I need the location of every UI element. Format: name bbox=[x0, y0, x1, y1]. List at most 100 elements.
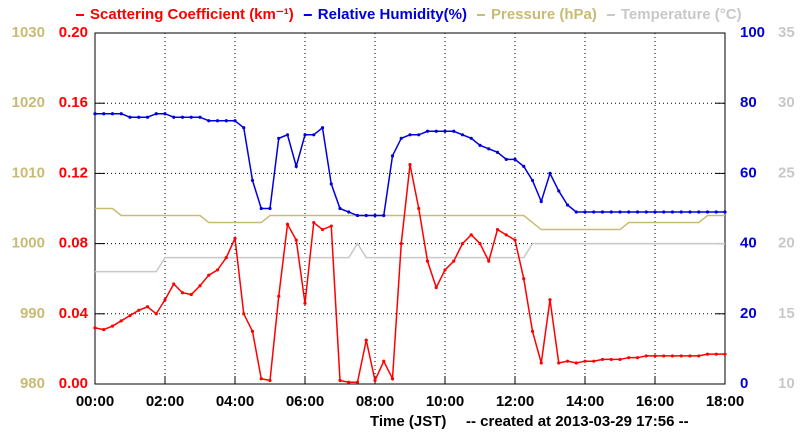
y-tick-label: 1000 bbox=[12, 235, 45, 252]
data-point bbox=[557, 361, 561, 365]
data-point bbox=[583, 210, 587, 214]
data-point bbox=[250, 329, 255, 333]
data-point bbox=[600, 210, 605, 214]
x-tick-label: 02:00 bbox=[146, 393, 184, 410]
data-point bbox=[285, 222, 290, 226]
data-point bbox=[285, 133, 290, 137]
data-point bbox=[469, 233, 473, 237]
data-point bbox=[172, 282, 176, 286]
x-tick-label: 00:00 bbox=[76, 393, 114, 410]
data-point bbox=[583, 359, 587, 363]
data-point bbox=[653, 354, 657, 358]
data-point bbox=[110, 112, 115, 116]
data-point bbox=[259, 377, 263, 381]
data-point bbox=[347, 210, 351, 214]
y-tick-label: 0.12 bbox=[59, 164, 88, 181]
data-point bbox=[329, 182, 333, 186]
data-point bbox=[522, 277, 526, 281]
data-point bbox=[504, 233, 508, 237]
data-point bbox=[198, 284, 202, 288]
data-point bbox=[294, 238, 298, 242]
data-point bbox=[242, 126, 246, 130]
y-tick-label: 1030 bbox=[12, 24, 45, 41]
data-point bbox=[364, 213, 368, 218]
data-point bbox=[487, 147, 491, 151]
data-point bbox=[487, 259, 491, 263]
data-point bbox=[119, 112, 123, 116]
data-point bbox=[495, 150, 500, 154]
data-point bbox=[137, 308, 141, 312]
data-point bbox=[303, 301, 307, 305]
y-tick-label: 35 bbox=[778, 24, 795, 41]
data-point bbox=[592, 359, 596, 363]
data-point bbox=[93, 112, 97, 116]
data-point bbox=[102, 327, 106, 332]
data-point bbox=[180, 291, 185, 295]
y-tick-label: 40 bbox=[740, 235, 757, 252]
data-point bbox=[574, 361, 578, 365]
data-point bbox=[627, 356, 631, 360]
data-point bbox=[119, 319, 123, 323]
data-point bbox=[705, 352, 710, 356]
data-point bbox=[163, 298, 167, 302]
data-point bbox=[110, 324, 115, 328]
data-point bbox=[172, 115, 176, 119]
y-tick-label: 1010 bbox=[12, 164, 45, 181]
data-point bbox=[469, 136, 473, 140]
data-point bbox=[513, 238, 517, 242]
data-point bbox=[635, 210, 640, 214]
data-point bbox=[653, 210, 657, 214]
y-tick-label: 0.04 bbox=[59, 305, 89, 322]
data-point bbox=[723, 352, 727, 356]
x-tick-label: 08:00 bbox=[356, 393, 394, 410]
data-point bbox=[198, 115, 202, 119]
series-line bbox=[95, 207, 725, 231]
data-point bbox=[163, 112, 167, 116]
data-point bbox=[425, 259, 430, 263]
data-point bbox=[539, 199, 543, 204]
data-point bbox=[355, 380, 360, 384]
data-point bbox=[233, 119, 237, 123]
data-point bbox=[609, 357, 613, 362]
legend-label: Pressure (hPa) bbox=[491, 6, 597, 23]
data-point bbox=[329, 224, 333, 228]
data-point bbox=[417, 206, 421, 211]
data-point bbox=[565, 359, 570, 363]
data-point bbox=[382, 359, 386, 363]
data-point bbox=[609, 210, 613, 214]
data-point bbox=[600, 357, 605, 362]
data-point bbox=[460, 242, 465, 246]
data-point bbox=[670, 210, 675, 214]
data-point bbox=[697, 210, 701, 214]
data-point bbox=[373, 378, 377, 383]
data-point bbox=[618, 210, 622, 214]
data-point bbox=[154, 112, 158, 116]
data-point bbox=[338, 378, 342, 383]
data-point bbox=[478, 242, 482, 246]
y-tick-label: 0.00 bbox=[59, 375, 88, 392]
x-tick-label: 18:00 bbox=[706, 393, 744, 410]
data-point bbox=[390, 377, 395, 381]
data-point bbox=[294, 164, 298, 168]
data-point bbox=[539, 361, 543, 365]
data-point bbox=[714, 210, 718, 214]
data-point bbox=[679, 210, 683, 214]
data-point bbox=[102, 112, 106, 116]
data-point bbox=[137, 115, 141, 119]
data-point bbox=[530, 329, 535, 333]
data-point bbox=[635, 356, 640, 360]
data-point bbox=[250, 178, 255, 183]
y-tick-label: 0.16 bbox=[59, 94, 88, 111]
data-point bbox=[452, 129, 456, 133]
y-tick-label: 980 bbox=[20, 375, 45, 392]
data-point bbox=[548, 171, 552, 175]
y-tick-label: 20 bbox=[778, 235, 795, 252]
data-point bbox=[312, 220, 316, 225]
data-point bbox=[670, 354, 675, 358]
data-point bbox=[338, 206, 342, 211]
y-tick-label: 100 bbox=[740, 24, 765, 41]
series-line bbox=[94, 164, 725, 383]
data-point bbox=[320, 126, 325, 130]
data-point bbox=[688, 354, 692, 358]
data-point bbox=[399, 136, 403, 140]
